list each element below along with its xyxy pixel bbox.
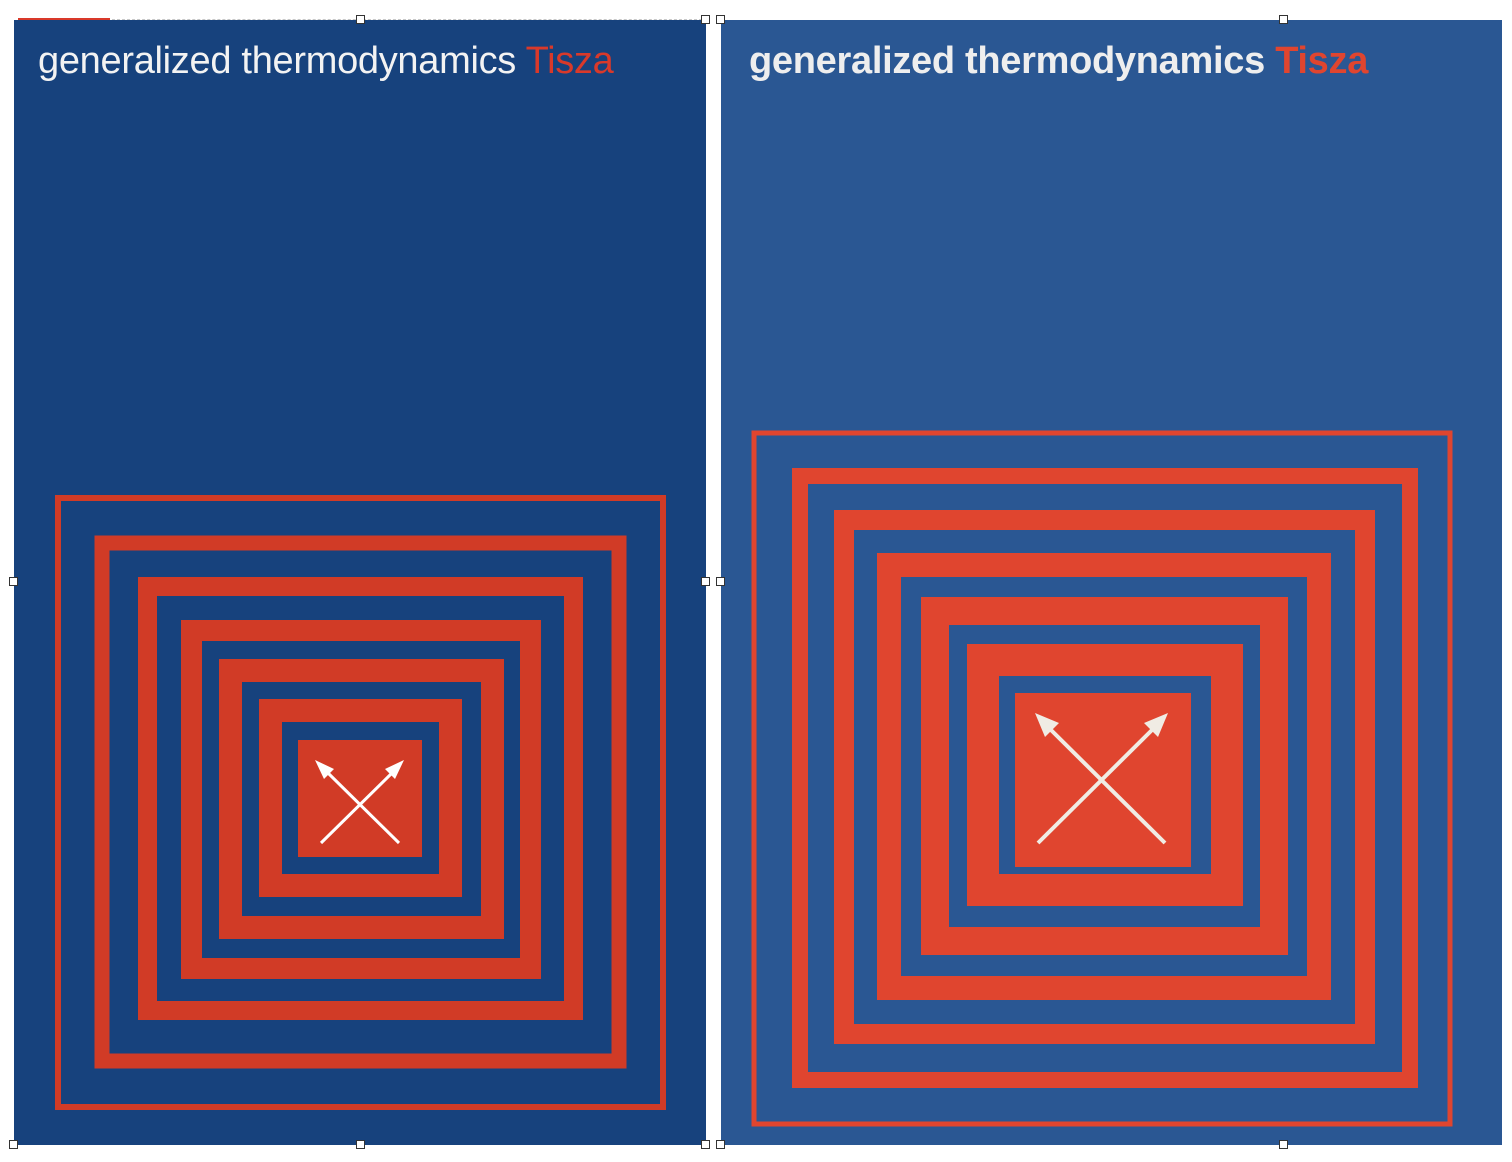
square-frame-6 xyxy=(967,644,1243,906)
resize-handle-right[interactable] xyxy=(701,577,710,586)
square-frame-1 xyxy=(751,430,1453,1127)
square-frame-5 xyxy=(219,659,504,939)
cover-title-author: Tisza xyxy=(1275,40,1369,82)
concentric-squares-artwork xyxy=(751,430,1453,1127)
resize-handle-bottom-left[interactable] xyxy=(716,1140,725,1149)
resize-handle-top-right[interactable] xyxy=(701,15,710,24)
resize-handle-left[interactable] xyxy=(9,577,18,586)
resize-handle-top-left[interactable] xyxy=(716,15,725,24)
square-frame-1 xyxy=(55,495,666,1110)
resize-handle-left[interactable] xyxy=(716,577,725,586)
cover-title-main: generalized thermodynamics xyxy=(38,40,516,82)
resize-handle-bottom[interactable] xyxy=(356,1140,365,1149)
resize-handle-top[interactable] xyxy=(1279,15,1288,24)
crossed-arrows-icon xyxy=(315,760,404,845)
cover-title: generalized thermodynamics Tisza xyxy=(38,40,614,83)
cover-title-author: Tisza xyxy=(525,40,614,82)
square-frame-6 xyxy=(259,699,462,897)
resize-handle-top[interactable] xyxy=(356,15,365,24)
square-frame-3 xyxy=(138,577,583,1020)
selection-edge-mark xyxy=(18,18,110,20)
book-cover-left[interactable]: generalized thermodynamics Tisza xyxy=(14,20,706,1145)
book-cover-right[interactable]: generalized thermodynamics Tisza xyxy=(721,20,1502,1145)
square-frame-4 xyxy=(181,620,541,979)
resize-handle-bottom-left[interactable] xyxy=(9,1140,18,1149)
square-frame-3 xyxy=(834,510,1375,1044)
selection-dotted-edge xyxy=(112,19,702,20)
resize-handle-bottom[interactable] xyxy=(1279,1140,1288,1149)
cover-title-main: generalized thermodynamics xyxy=(749,40,1265,82)
concentric-squares-artwork xyxy=(55,495,666,1110)
square-frame-2 xyxy=(792,468,1418,1088)
center-square xyxy=(298,740,422,857)
crossed-arrows-icon xyxy=(1035,713,1168,845)
cover-title: generalized thermodynamics Tisza xyxy=(749,40,1368,83)
square-frame-5 xyxy=(921,597,1288,955)
square-frame-4 xyxy=(877,553,1331,1000)
square-frame-2 xyxy=(94,535,627,1069)
resize-handle-bottom-right[interactable] xyxy=(701,1140,710,1149)
